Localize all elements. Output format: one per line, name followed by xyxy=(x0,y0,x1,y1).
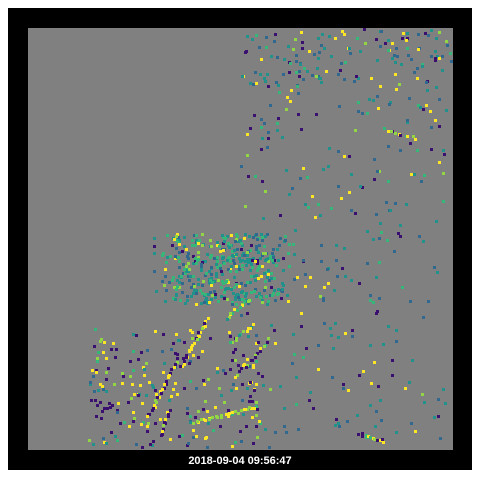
image-frame: 2018-09-04 09:56:47 xyxy=(8,8,472,470)
pixel-plot xyxy=(88,28,453,449)
event-image xyxy=(28,28,453,450)
timestamp-label: 2018-09-04 09:56:47 xyxy=(188,455,292,467)
